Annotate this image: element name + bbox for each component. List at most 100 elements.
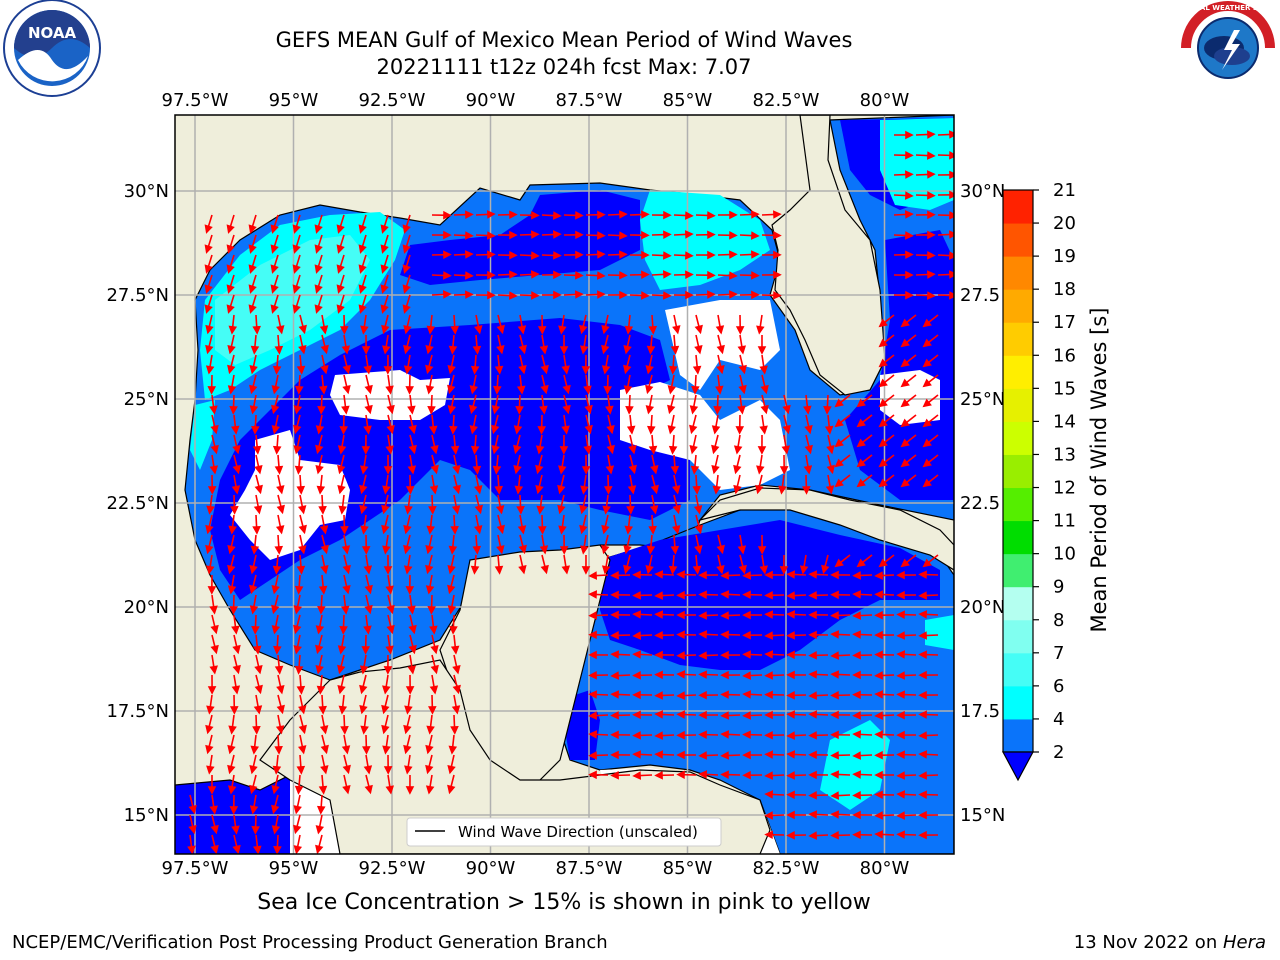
wave-arrow-head: [632, 650, 641, 659]
wave-arrow-head: [340, 526, 349, 535]
wave-arrow-head: [632, 710, 641, 720]
wave-arrow-head: [711, 464, 720, 475]
wave-arrow-head: [691, 385, 700, 395]
wave-arrow-head: [380, 264, 389, 274]
wave-arrow-head: [750, 231, 760, 240]
wave-arrow-head: [900, 438, 910, 448]
colorbar-tick-label: 18: [1053, 279, 1076, 300]
wave-arrow-head: [601, 544, 610, 555]
wave-arrow-head: [716, 544, 725, 555]
wave-arrow-head: [878, 338, 888, 348]
wave-arrow-head: [878, 378, 888, 388]
wave-arrow-head: [896, 730, 905, 740]
wave-arrow-head: [275, 525, 285, 535]
wave-arrow-head: [517, 525, 527, 535]
wave-arrow-head: [407, 605, 416, 615]
wave-arrow-head: [336, 244, 345, 254]
wave-arrow-head: [610, 750, 619, 760]
wave-arrow-head: [430, 444, 439, 455]
wave-arrow-head: [536, 505, 545, 515]
wave-arrow-head: [228, 325, 238, 335]
wave-arrow-head: [249, 784, 258, 795]
wave-arrow-head: [750, 250, 760, 259]
wave-arrow-head: [232, 464, 241, 475]
wave-arrow-head: [905, 150, 914, 160]
wave-arrow-head: [232, 644, 241, 655]
wave-arrow-head: [676, 730, 685, 740]
wave-arrow-head: [757, 446, 767, 455]
wave-arrow-head: [588, 690, 597, 699]
wave-arrow-head: [786, 810, 795, 820]
wave-arrow-head: [272, 565, 282, 575]
colorbar-segment: [1003, 355, 1033, 389]
wave-arrow-head: [425, 785, 435, 795]
wave-arrow-head: [672, 325, 681, 335]
wave-arrow-head: [830, 651, 840, 660]
wave-arrow-head: [364, 404, 373, 415]
wave-arrow-head: [494, 565, 504, 575]
wave-arrow-head: [513, 425, 523, 435]
wave-arrow-head: [808, 831, 818, 840]
wave-arrow-head: [654, 731, 664, 740]
wave-arrow-head: [654, 770, 663, 780]
lon-tick-label: 87.5°W: [556, 858, 623, 879]
lon-tick-label: 92.5°W: [359, 90, 426, 111]
wave-arrow-head: [949, 291, 954, 300]
wave-arrow-head: [581, 566, 591, 575]
wave-arrow-head: [834, 458, 844, 468]
wave-arrow-head: [918, 771, 928, 780]
wave-arrow-head: [470, 365, 480, 375]
wave-arrow-head: [227, 744, 236, 755]
wave-arrow-head: [341, 405, 350, 415]
wave-arrow-head: [737, 545, 747, 555]
wave-arrow-head: [425, 364, 434, 375]
wave-arrow-head: [685, 270, 694, 279]
wave-arrow-head: [742, 671, 752, 680]
wave-arrow-head: [336, 304, 345, 314]
wave-arrow-head: [470, 565, 480, 575]
wave-arrow-head: [273, 645, 282, 655]
wave-arrow-head: [808, 750, 817, 760]
wave-arrow-head: [742, 590, 751, 600]
wave-arrow-head: [698, 590, 707, 599]
wave-arrow-head: [537, 426, 547, 435]
wave-arrow-head: [298, 324, 307, 335]
wave-arrow-head: [342, 584, 351, 595]
wave-arrow-head: [402, 284, 411, 294]
wave-arrow-head: [610, 571, 619, 580]
wave-arrow-head: [465, 210, 474, 219]
wave-arrow-head: [874, 650, 883, 660]
wave-arrow-head: [320, 364, 329, 375]
wave-arrow-head: [926, 151, 936, 160]
wave-arrow-head: [474, 325, 483, 335]
wave-arrow-head: [786, 710, 795, 719]
colorbar-tick-label: 9: [1053, 577, 1064, 598]
wave-arrow-head: [588, 650, 597, 660]
wave-arrow-head: [296, 565, 306, 575]
wave-arrow-head: [632, 591, 641, 600]
wave-arrow-head: [676, 750, 685, 760]
wave-arrow-head: [606, 444, 615, 455]
wave-arrow-head: [318, 785, 328, 795]
wave-arrow-head: [210, 444, 219, 455]
wave-arrow-head: [676, 610, 685, 620]
colorbar-tick-label: 7: [1053, 643, 1064, 664]
wave-arrow-head: [296, 365, 306, 375]
lat-tick-label: 17.5°N: [106, 701, 169, 722]
wave-arrow-head: [386, 604, 395, 615]
wave-arrow-head: [645, 365, 654, 375]
wave-arrow-head: [764, 710, 773, 720]
wave-arrow-head: [381, 704, 390, 715]
wave-arrow-head: [900, 458, 910, 468]
wave-arrow-head: [249, 405, 259, 415]
wave-arrow-head: [231, 625, 240, 635]
wave-arrow-head: [808, 710, 818, 719]
colorbar-segment: [1003, 223, 1033, 257]
wave-arrow-head: [856, 458, 866, 468]
wave-arrow-head: [905, 270, 914, 280]
wave-arrow-head: [229, 806, 239, 815]
wave-arrow-head: [210, 424, 219, 435]
wave-arrow-head: [450, 645, 460, 655]
wave-arrow-head: [552, 211, 562, 220]
wave-arrow-head: [450, 726, 459, 735]
